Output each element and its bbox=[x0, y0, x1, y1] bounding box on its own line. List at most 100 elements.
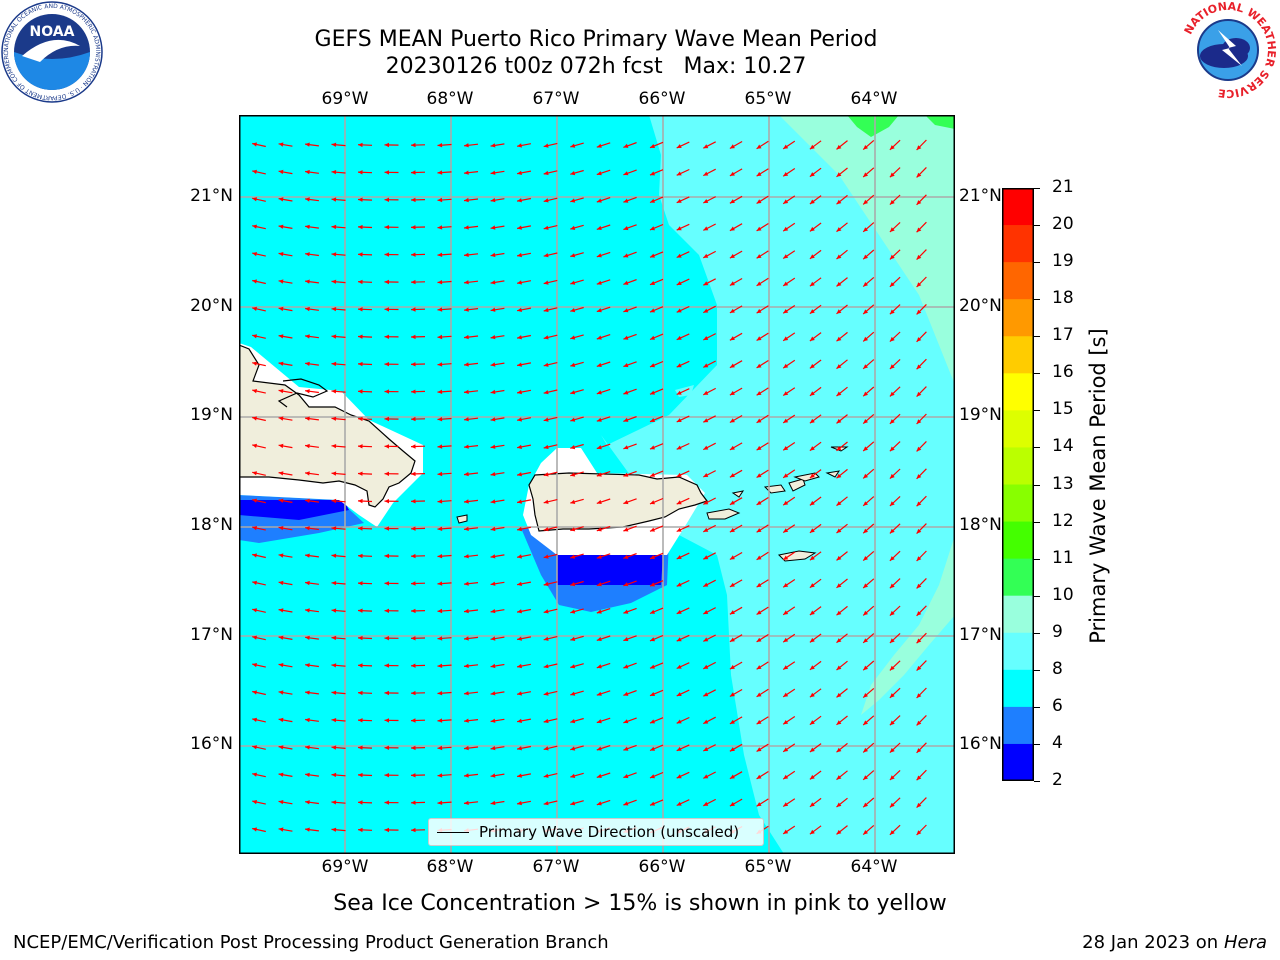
wave-arrow-head bbox=[596, 554, 602, 559]
wave-arrow-head bbox=[889, 473, 895, 479]
wave-arrow-head bbox=[836, 692, 842, 698]
wave-arrow-head bbox=[756, 445, 762, 451]
wave-arrow-head bbox=[863, 501, 868, 506]
wave-arrow-head bbox=[889, 145, 895, 150]
wave-arrow-head bbox=[543, 225, 549, 230]
colorbar-tick-mark bbox=[1034, 558, 1040, 560]
wave-arrow-head bbox=[916, 254, 922, 260]
colorbar-segment bbox=[1002, 225, 1034, 263]
colorbar-segment bbox=[1002, 410, 1034, 448]
sea-ice-footnote: Sea Ice Concentration > 15% is shown in … bbox=[333, 891, 947, 916]
wave-arrow-head bbox=[916, 802, 922, 808]
wave-arrow-head bbox=[729, 500, 735, 505]
wave-arrow-head bbox=[464, 800, 469, 805]
colorbar-tick-mark bbox=[1034, 632, 1040, 634]
wave-arrow-head bbox=[331, 635, 337, 641]
wave-arrow-head bbox=[836, 446, 842, 451]
wave-arrow-head bbox=[331, 444, 337, 449]
wave-arrow-head bbox=[836, 528, 842, 533]
colorbar-tick-mark bbox=[1034, 225, 1040, 227]
wave-arrow-head bbox=[278, 471, 284, 476]
wave-arrow-head bbox=[517, 499, 522, 504]
wave-arrow-head bbox=[889, 364, 895, 369]
chart-title: GEFS MEAN Puerto Rico Primary Wave Mean … bbox=[314, 27, 878, 52]
wave-arrow-head bbox=[570, 582, 576, 587]
wave-arrow-head bbox=[543, 335, 549, 340]
wave-arrow-head bbox=[676, 335, 682, 340]
wave-arrow-head bbox=[916, 364, 922, 370]
lat-label-right: 21°N bbox=[959, 186, 1002, 206]
map-frame bbox=[239, 115, 955, 854]
wave-arrow-head bbox=[916, 337, 922, 342]
wave-arrow-head bbox=[596, 417, 602, 422]
wave-arrow-head bbox=[650, 281, 655, 285]
culebra-island bbox=[731, 490, 745, 498]
wave-arrow-head bbox=[305, 279, 310, 284]
wave-arrow-head bbox=[411, 197, 416, 203]
wave-arrow-head bbox=[596, 390, 602, 395]
lon-label-top: 68°W bbox=[426, 89, 474, 109]
wave-arrow-head bbox=[411, 827, 416, 833]
wave-arrow-head bbox=[809, 336, 815, 341]
wave-arrow-head bbox=[437, 800, 443, 805]
wave-arrow-head bbox=[543, 444, 549, 450]
wave-arrow-head bbox=[411, 362, 416, 367]
wave-arrow-head bbox=[650, 253, 655, 258]
colorbar-tick-label: 16 bbox=[1052, 362, 1074, 383]
wave-arrow-head bbox=[570, 417, 576, 422]
wave-arrow-head bbox=[358, 827, 363, 833]
wave-arrow-head bbox=[384, 389, 389, 394]
wave-arrow-head bbox=[543, 307, 549, 313]
wave-arrow-head bbox=[411, 553, 416, 559]
colorbar-segment bbox=[1002, 669, 1034, 708]
wave-arrow-head bbox=[464, 745, 469, 751]
wave-arrow-head bbox=[756, 336, 762, 341]
wave-arrow-head bbox=[358, 635, 363, 641]
colorbar-tick-mark bbox=[1034, 669, 1040, 671]
colorbar-tick-mark bbox=[1034, 595, 1040, 597]
lat-label-left: 19°N bbox=[190, 405, 233, 425]
wave-arrow-head bbox=[490, 143, 496, 148]
wave-arrow-head bbox=[278, 169, 284, 175]
wave-arrow-head bbox=[623, 637, 629, 642]
colorbar-tick-label: 11 bbox=[1052, 547, 1074, 568]
wave-arrow-head bbox=[517, 773, 522, 778]
wave-arrow-head bbox=[543, 609, 549, 614]
wave-arrow-head bbox=[278, 690, 284, 695]
wave-arrow-head bbox=[358, 224, 363, 230]
wave-arrow-head bbox=[331, 526, 337, 531]
wave-arrow-head bbox=[464, 554, 469, 559]
wave-arrow-head bbox=[437, 280, 443, 285]
wave-arrow-head bbox=[676, 171, 682, 176]
wave-arrow-head bbox=[517, 663, 522, 669]
wave-arrow-head bbox=[623, 280, 629, 285]
wave-arrow-head bbox=[650, 363, 655, 368]
wave-arrow-head bbox=[252, 663, 257, 668]
wave-arrow-head bbox=[252, 142, 257, 147]
wave-arrow-head bbox=[650, 692, 655, 696]
wave-arrow-head bbox=[783, 172, 789, 177]
wave-arrow-head bbox=[916, 583, 922, 589]
wave-arrow-head bbox=[437, 143, 443, 148]
wave-arrow-head bbox=[517, 444, 522, 449]
wave-arrow-head bbox=[703, 582, 709, 587]
wave-arrow-head bbox=[331, 170, 337, 175]
wave-arrow-head bbox=[543, 362, 549, 367]
wave-arrow-head bbox=[464, 663, 469, 668]
wave-arrow-head bbox=[783, 829, 789, 834]
wave-arrow-head bbox=[676, 664, 682, 669]
wave-arrow-head bbox=[650, 774, 655, 779]
wave-arrow-head bbox=[703, 719, 709, 724]
wave-arrow-head bbox=[703, 500, 709, 505]
wave-arrow-head bbox=[863, 775, 868, 780]
wave-arrow-head bbox=[729, 144, 735, 149]
wave-arrow-head bbox=[783, 720, 789, 725]
wave-arrow-head bbox=[889, 775, 895, 780]
wave-period-map bbox=[239, 115, 955, 854]
wave-arrow-head bbox=[517, 252, 522, 258]
lon-label-top: 67°W bbox=[532, 89, 580, 109]
wave-arrow-head bbox=[411, 252, 416, 257]
colorbar-tick-label: 4 bbox=[1052, 732, 1063, 753]
wave-arrow-head bbox=[650, 226, 655, 231]
wave-arrow-head bbox=[889, 583, 895, 589]
